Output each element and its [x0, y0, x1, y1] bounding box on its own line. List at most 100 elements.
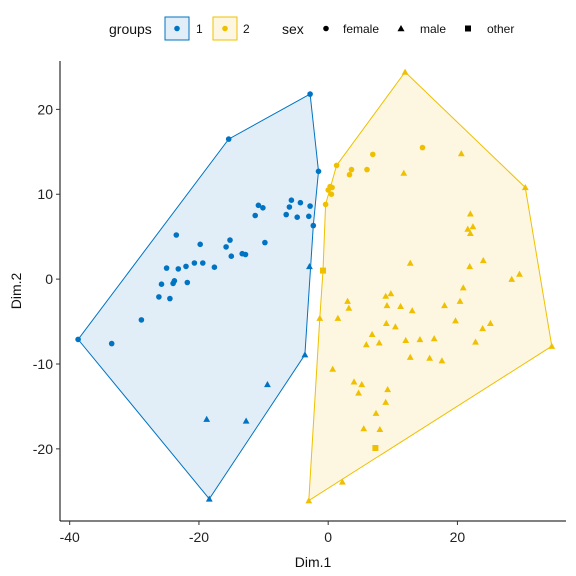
point-group-2-37 [486, 319, 494, 326]
point-group-2-5 [419, 144, 426, 151]
y-tick-label: 10 [37, 186, 53, 202]
point-group-2-58 [376, 425, 384, 433]
point-group-2-9 [328, 191, 335, 197]
point-group-1-10 [175, 266, 182, 272]
y-tick-label: -10 [33, 356, 53, 372]
point-group-1-40 [264, 380, 271, 388]
point-group-2-61 [305, 497, 313, 504]
point-group-2-29 [387, 290, 395, 297]
point-group-1-12 [184, 279, 191, 286]
point-group-2-64 [372, 445, 379, 451]
y-tick-label: 20 [37, 101, 53, 117]
point-group-1-32 [307, 203, 313, 209]
point-group-2-26 [344, 297, 351, 304]
point-group-1-37 [205, 495, 213, 502]
point-group-2-42 [368, 330, 376, 338]
point-group-2-23 [508, 275, 516, 282]
point-group-2-44 [375, 339, 383, 346]
point-group-2-43 [362, 341, 370, 348]
point-group-1-33 [310, 222, 317, 229]
y-axis-ticks: -20 -10 0 10 20 [33, 101, 60, 457]
point-group-2-57 [372, 409, 380, 416]
point-group-2-46 [416, 335, 424, 343]
point-group-1-1 [108, 340, 115, 347]
point-group-1-3 [156, 294, 162, 300]
legend-groups-title: groups [109, 21, 152, 37]
point-group-2-31 [397, 302, 404, 309]
point-group-1-11 [183, 263, 189, 270]
point-group-2-35 [452, 317, 459, 324]
cluster-hull-group-1 [77, 93, 320, 500]
point-group-1-17 [223, 244, 229, 250]
point-group-1-0 [75, 336, 81, 343]
point-group-2-14 [400, 169, 408, 176]
point-group-2-38 [472, 338, 479, 345]
x-axis-title: Dim.1 [295, 554, 332, 570]
point-group-2-4 [370, 151, 376, 158]
point-group-1-29 [294, 214, 301, 220]
y-tick-label: 0 [45, 271, 53, 287]
point-group-1-31 [306, 213, 312, 220]
legend-label-female: female [343, 22, 379, 36]
point-group-2-51 [329, 365, 337, 372]
x-tick-label: -20 [189, 529, 209, 545]
legend-key-male-triangle [397, 25, 405, 32]
point-group-2-60 [339, 478, 346, 485]
legend-sex-title: sex [282, 21, 304, 37]
point-group-2-1 [348, 166, 355, 173]
legend-label-group-2: 2 [243, 22, 250, 36]
point-group-2-19 [406, 259, 414, 266]
x-tick-label: -40 [60, 529, 80, 545]
legend-label-male: male [420, 22, 446, 36]
point-group-1-9 [173, 232, 180, 238]
point-group-2-39 [334, 314, 342, 321]
point-group-2-54 [384, 386, 392, 393]
point-group-2-25 [548, 342, 556, 349]
legend-label-other: other [487, 22, 514, 36]
point-group-2-21 [479, 257, 487, 264]
point-group-2-41 [382, 319, 390, 326]
legend: groups 1 2 sex female male other [109, 16, 514, 41]
x-tick-label: 0 [324, 529, 332, 545]
point-group-2-49 [406, 353, 414, 360]
legend-key-group-1-dot [174, 25, 180, 32]
point-group-2-18 [466, 229, 474, 237]
y-axis-title: Dim.2 [8, 273, 24, 310]
y-tick-label: -20 [33, 441, 53, 457]
legend-key-group-2-dot [222, 25, 228, 32]
point-group-1-16 [211, 264, 218, 271]
point-group-1-2 [138, 317, 145, 323]
legend-key-female-circle [323, 25, 329, 32]
point-group-1-41 [301, 351, 309, 358]
point-group-1-25 [262, 239, 268, 246]
point-group-2-15 [466, 210, 474, 217]
legend-label-group-1: 1 [196, 22, 203, 36]
point-group-2-20 [466, 262, 474, 270]
point-group-1-23 [255, 202, 262, 209]
point-group-1-6 [167, 295, 173, 302]
point-group-1-13 [191, 260, 198, 266]
point-group-2-13 [521, 184, 529, 191]
x-tick-label: 20 [450, 529, 466, 545]
point-group-2-50 [438, 357, 446, 364]
cluster-hull-group-2 [308, 71, 553, 502]
point-group-2-24 [459, 284, 467, 291]
point-group-2-0 [333, 162, 340, 169]
point-group-1-38 [203, 415, 211, 422]
point-group-1-42 [306, 262, 313, 270]
point-group-2-47 [430, 335, 438, 342]
point-group-2-55 [355, 389, 362, 396]
point-group-2-32 [408, 307, 416, 314]
point-group-2-30 [383, 302, 391, 309]
point-group-2-59 [360, 425, 368, 432]
point-group-2-36 [479, 324, 487, 332]
point-group-2-17 [464, 225, 472, 232]
point-group-1-15 [200, 260, 206, 266]
point-group-1-35 [225, 136, 232, 142]
point-group-1-36 [307, 91, 313, 97]
point-group-2-6 [322, 201, 329, 208]
point-group-1-14 [197, 241, 203, 248]
legend-key-other-square [465, 25, 471, 32]
point-group-1-34 [315, 168, 322, 175]
